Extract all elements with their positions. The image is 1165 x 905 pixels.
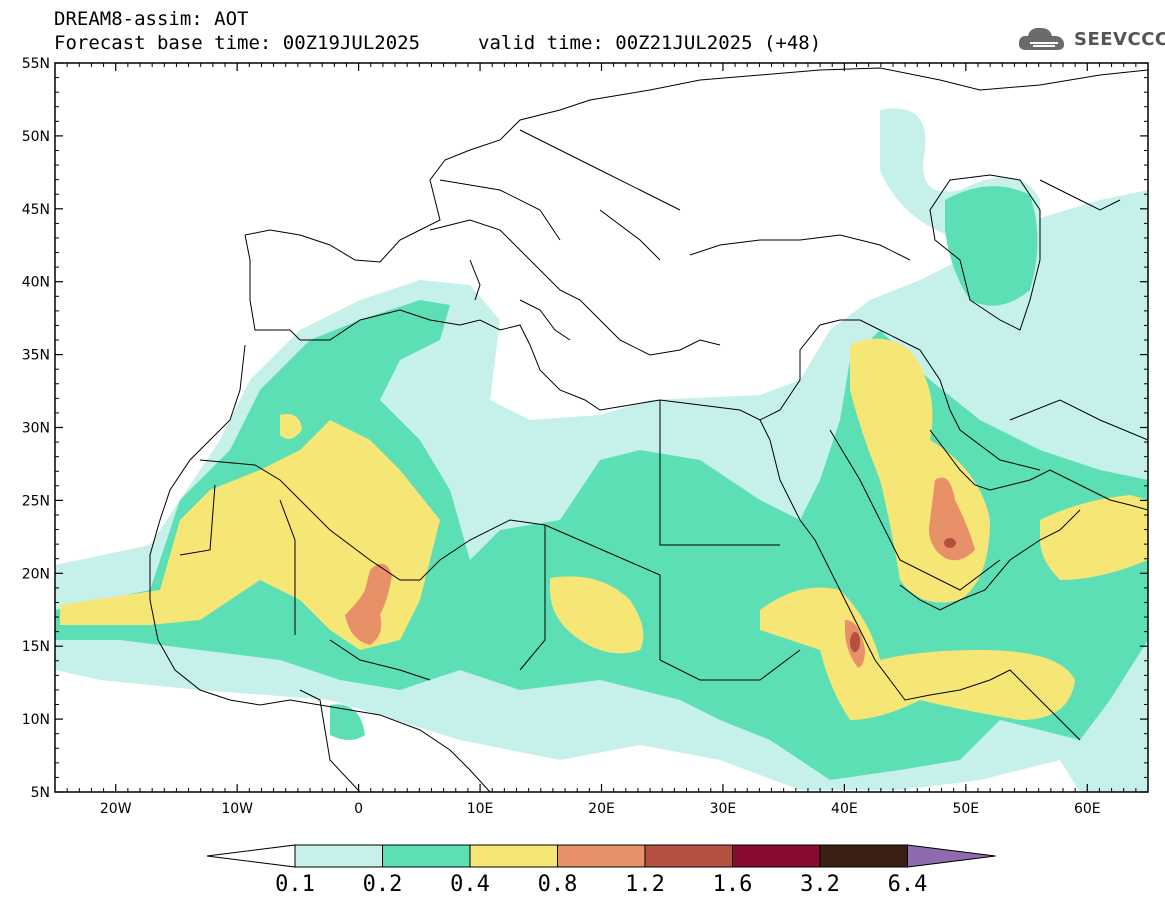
lon-label: 10W [221, 801, 253, 817]
colorbar-label: 1.6 [713, 872, 753, 897]
title-base-time: Forecast base time: 00Z19JUL2025 [54, 32, 421, 54]
colorbar-segment [469, 844, 558, 868]
lat-label: 5N [31, 785, 50, 801]
lat-label: 45N [22, 202, 50, 218]
colorbar-label: 0.2 [363, 872, 403, 897]
colorbar-segment [294, 844, 383, 868]
lat-label: 25N [22, 493, 50, 509]
lon-label: 50E [952, 801, 979, 817]
lat-label: 50N [22, 129, 50, 145]
colorbar-labels: 0.1 0.2 0.4 0.8 1.2 1.6 3.2 6.4 [275, 872, 927, 897]
logo-text: SEEVCCC [1074, 29, 1165, 50]
colorbar [206, 844, 996, 868]
title-valid-time: valid time: 00Z21JUL2025 (+48) [478, 32, 822, 54]
lon-label: 20E [588, 801, 615, 817]
colorbar-over-triangle [907, 844, 996, 868]
lon-label: 0 [354, 801, 363, 817]
lon-label: 30E [710, 801, 737, 817]
latitude-labels: 55N 50N 45N 40N 35N 30N 25N 20N 15N 10N 5N [22, 56, 50, 801]
colorbar-segment [557, 844, 646, 868]
lon-label: 10E [467, 801, 494, 817]
colorbar-label: 0.8 [538, 872, 578, 897]
cloud-icon [1018, 27, 1065, 50]
country-borders [179, 129, 1148, 792]
aot-band-1.2-1.6 [850, 538, 956, 652]
lon-label: 40E [831, 801, 858, 817]
colorbar-label: 1.2 [625, 872, 665, 897]
lat-label: 40N [22, 275, 50, 291]
aot-band-0.4-0.8 [60, 338, 1148, 720]
longitude-labels: 20W 10W 0 10E 20E 30E 40E 50E 60E [100, 801, 1101, 817]
axis-ticks [54, 62, 1149, 793]
colorbar-segment [819, 844, 908, 868]
seevccc-logo: SEEVCCC [1016, 22, 1165, 56]
colorbar-label: 0.1 [275, 872, 315, 897]
colorbar-under-triangle [206, 844, 296, 868]
lat-label: 10N [22, 712, 50, 728]
colorbar-label: 6.4 [888, 872, 928, 897]
lon-label: 20W [100, 801, 132, 817]
lon-label: 60E [1074, 801, 1101, 817]
aot-shading [55, 63, 1148, 792]
lat-label: 55N [22, 56, 50, 72]
lat-label: 15N [22, 639, 50, 655]
colorbar-segment [644, 844, 733, 868]
lat-label: 30N [22, 421, 50, 437]
colorbar-segment [732, 844, 821, 868]
coastlines [149, 67, 1148, 792]
title-model: DREAM8-assim: AOT [54, 8, 249, 30]
colorbar-label: 0.4 [450, 872, 490, 897]
colorbar-segment [382, 844, 471, 868]
lat-label: 20N [22, 566, 50, 582]
lat-label: 35N [22, 348, 50, 364]
colorbar-label: 3.2 [800, 872, 840, 897]
